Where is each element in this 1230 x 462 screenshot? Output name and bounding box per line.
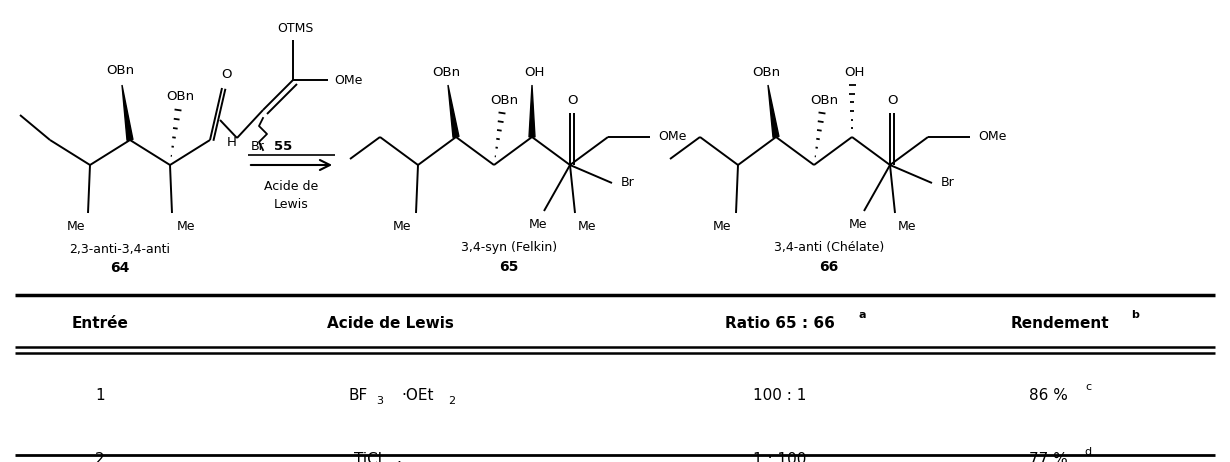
Text: a: a [859,310,866,320]
Text: Me: Me [177,220,196,233]
Text: Me: Me [898,219,916,232]
Text: c: c [1085,382,1091,392]
Text: O: O [888,93,898,107]
Text: b: b [1132,310,1139,320]
Text: 86 %: 86 % [1028,388,1068,402]
Text: ·OEt: ·OEt [402,388,434,402]
Polygon shape [448,85,459,138]
Text: 65: 65 [499,260,519,274]
Text: OMe: OMe [333,73,362,86]
Text: 100 : 1: 100 : 1 [753,388,807,402]
Text: 2: 2 [449,396,455,406]
Text: 64: 64 [111,261,129,275]
Text: 3: 3 [376,396,384,406]
Text: OBn: OBn [752,66,780,79]
Text: 2: 2 [95,452,105,462]
Text: 3,4-syn (Felkin): 3,4-syn (Felkin) [461,242,557,255]
Text: Me: Me [578,219,597,232]
Text: OBn: OBn [166,90,194,103]
Text: Me: Me [529,218,547,231]
Text: Entrée: Entrée [71,316,128,330]
Polygon shape [122,85,133,140]
Text: Ratio 65 : 66: Ratio 65 : 66 [724,316,835,330]
Text: Acide de: Acide de [264,181,319,194]
Text: 55: 55 [274,140,293,153]
Text: O: O [221,67,232,80]
Text: Me: Me [392,219,411,232]
Text: Acide de Lewis: Acide de Lewis [326,316,454,330]
Text: OBn: OBn [490,93,518,107]
Polygon shape [529,85,535,137]
Text: OMe: OMe [658,130,686,144]
Text: Rendement: Rendement [1011,316,1109,330]
Text: Me: Me [66,220,85,233]
Text: OH: OH [524,66,544,79]
Text: d: d [1085,447,1091,457]
Text: 77 %: 77 % [1028,452,1068,462]
Polygon shape [768,85,779,138]
Text: O: O [568,93,578,107]
Text: 1: 1 [95,388,105,402]
Text: Br: Br [941,176,954,189]
Text: OTMS: OTMS [277,22,314,35]
Text: OBn: OBn [106,65,134,78]
Text: 4: 4 [395,461,401,462]
Text: TiCl: TiCl [354,452,383,462]
Text: OH: OH [844,66,865,79]
Text: Lewis: Lewis [273,199,309,212]
Text: Br: Br [621,176,635,189]
Text: OBn: OBn [809,93,838,107]
Text: Br: Br [251,140,264,153]
Text: Me: Me [712,219,732,232]
Text: H: H [228,135,237,148]
Text: 66: 66 [819,260,839,274]
Text: BF: BF [349,388,368,402]
Text: OBn: OBn [432,66,460,79]
Text: Me: Me [849,218,867,231]
Text: 3,4-anti (Chélate): 3,4-anti (Chélate) [774,242,884,255]
Text: 1 : 100: 1 : 100 [753,452,807,462]
Text: OMe: OMe [978,130,1006,144]
Text: 2,3-anti-3,4-anti: 2,3-anti-3,4-anti [70,243,171,256]
